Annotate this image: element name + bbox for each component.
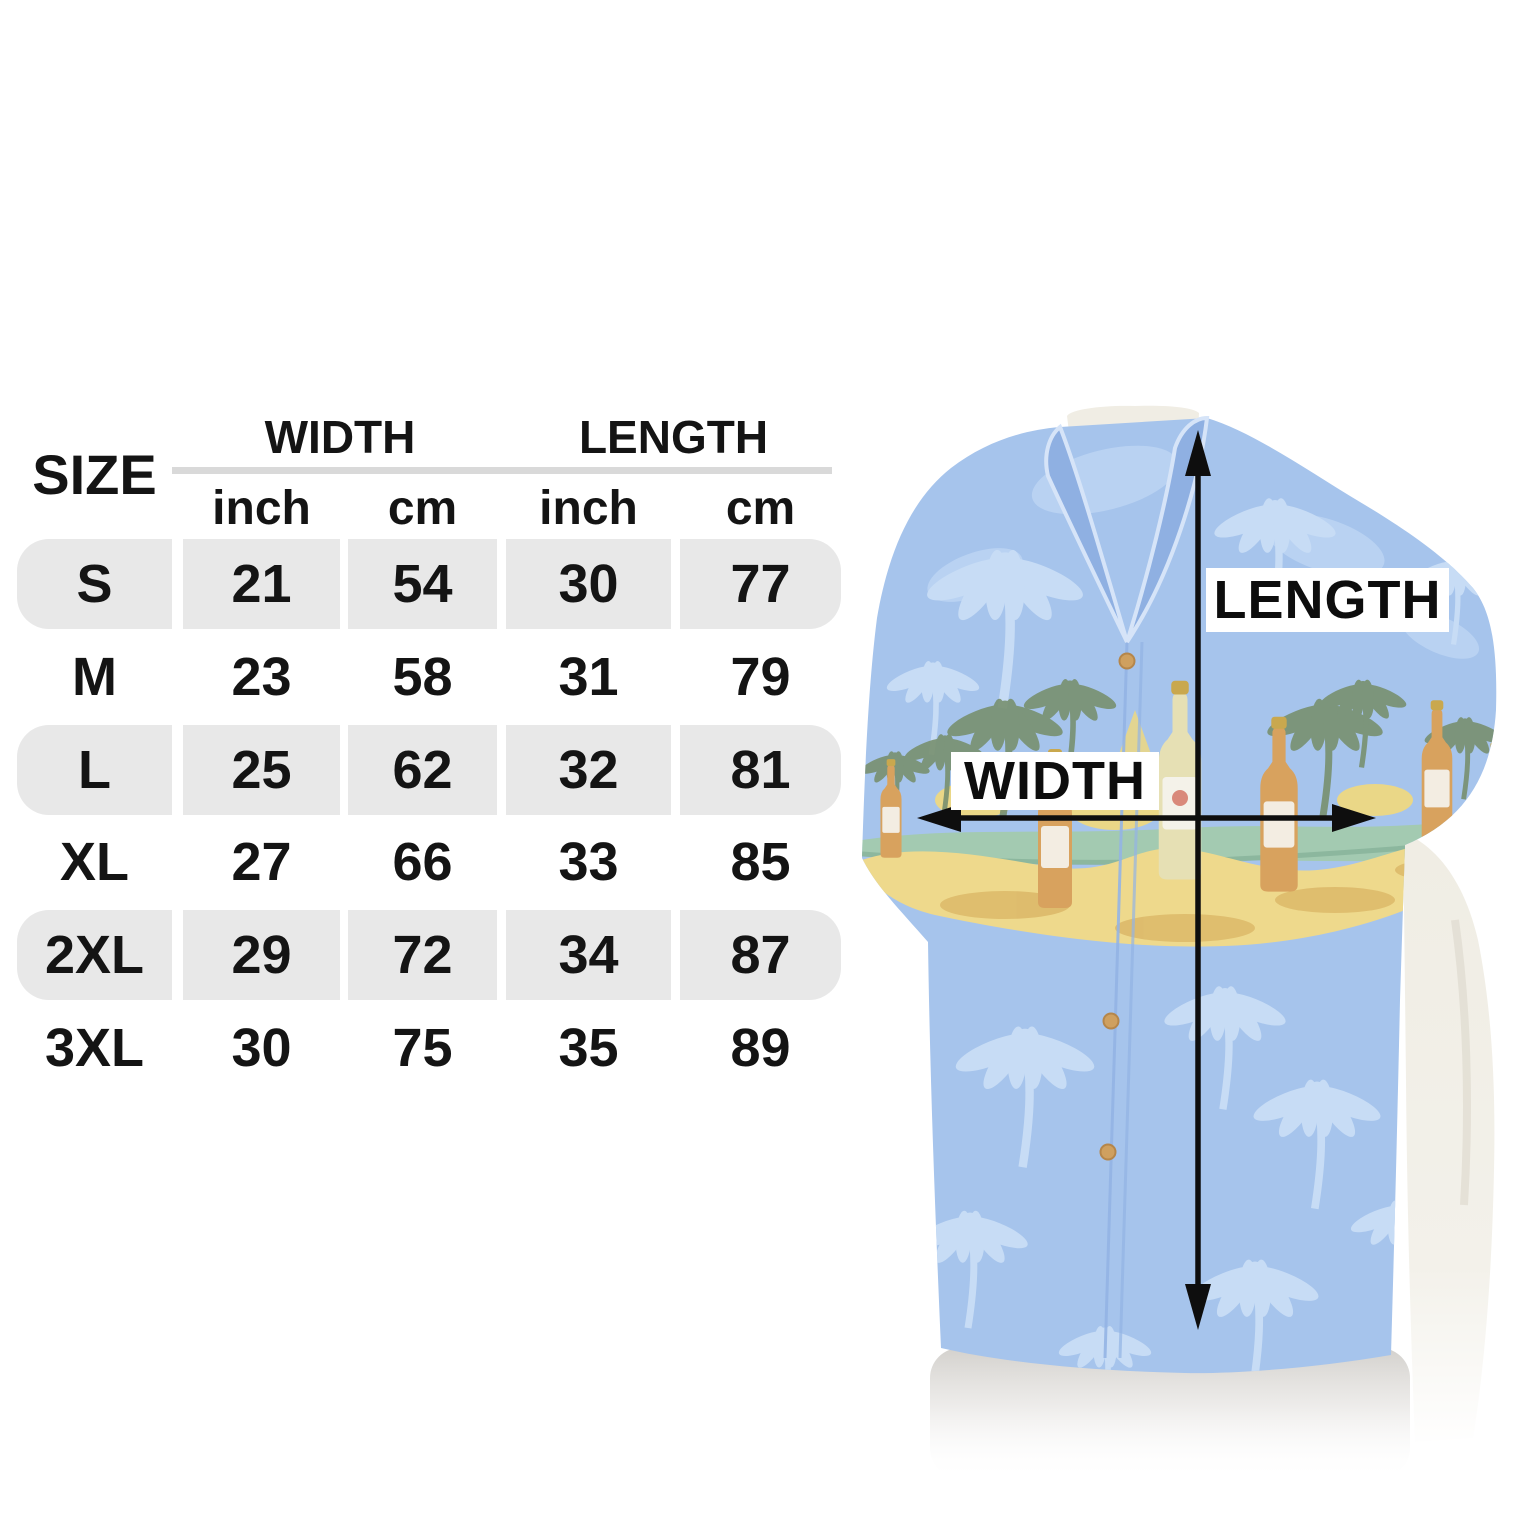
length-inch-cell: 30	[506, 539, 671, 629]
unit-header-length-inch: inch	[539, 481, 638, 535]
width-inch-cell: 21	[183, 539, 340, 629]
length-cm-cell: 89	[730, 1018, 791, 1078]
size-cell: 3XL	[44, 1018, 145, 1078]
width-arrowhead-left	[917, 804, 961, 832]
table-row: XL 27 66 33 85	[0, 817, 850, 907]
arm-crease	[1451, 919, 1471, 1206]
size-column-header: SIZE	[32, 442, 157, 506]
width-inch-cell: 27	[231, 832, 292, 892]
length-cm-cell: 81	[680, 725, 841, 815]
width-cm-cell: 72	[348, 910, 497, 1000]
length-arrowhead-top	[1185, 430, 1211, 476]
width-cm-cell: 66	[392, 832, 453, 892]
size-cell: L	[17, 725, 172, 815]
shirt-button	[1118, 652, 1136, 670]
size-cell: S	[17, 539, 172, 629]
width-cm-cell: 54	[348, 539, 497, 629]
table-row: S 21 54 30 77	[0, 539, 850, 629]
shirt-body	[862, 415, 1497, 1374]
unit-header-length-cm: cm	[725, 481, 796, 535]
length-inch-cell: 31	[558, 647, 619, 707]
beer-bottles	[880, 680, 1497, 908]
shirt-measure-diagram	[862, 405, 1497, 1478]
bottle-label-crest	[1172, 790, 1188, 806]
width-inch-cell: 30	[231, 1018, 292, 1078]
floor-shadow	[930, 1348, 1410, 1478]
width-cm-cell: 62	[348, 725, 497, 815]
length-measure-label: LENGTH	[1206, 568, 1449, 632]
header-divider-line	[172, 467, 832, 474]
size-cell: M	[72, 647, 117, 707]
unit-header-width-inch: inch	[212, 481, 311, 535]
width-inch-cell: 25	[183, 725, 340, 815]
length-inch-cell: 34	[506, 910, 671, 1000]
length-cm-cell: 79	[730, 647, 791, 707]
length-group-header: LENGTH	[578, 411, 769, 463]
length-inch-cell: 35	[558, 1018, 619, 1078]
table-row: L 25 62 32 81	[0, 725, 850, 815]
width-cm-cell: 58	[392, 647, 453, 707]
table-row: 3XL 30 75 35 89	[0, 1003, 850, 1093]
length-inch-cell: 33	[558, 832, 619, 892]
width-inch-cell: 29	[183, 910, 340, 1000]
shirt-button	[1102, 1012, 1120, 1030]
length-cm-cell: 85	[730, 832, 791, 892]
shirt-button	[1099, 1143, 1117, 1161]
length-inch-cell: 32	[506, 725, 671, 815]
size-cell: 2XL	[17, 910, 172, 1000]
length-arrowhead-bottom	[1185, 1284, 1211, 1330]
measurement-arrows	[917, 430, 1376, 1330]
width-group-header: WIDTH	[264, 411, 416, 463]
mannequin-arm	[1403, 832, 1495, 1442]
width-arrowhead-right	[1332, 804, 1376, 832]
width-cm-cell: 75	[392, 1018, 453, 1078]
table-row: M 23 58 31 79	[0, 632, 850, 722]
length-cm-cell: 77	[680, 539, 841, 629]
width-measure-label: WIDTH	[951, 751, 1159, 811]
table-row: 2XL 29 72 34 87	[0, 910, 850, 1000]
width-inch-cell: 23	[231, 647, 292, 707]
unit-header-width-cm: cm	[387, 481, 458, 535]
size-cell: XL	[59, 832, 129, 892]
length-cm-cell: 87	[680, 910, 841, 1000]
